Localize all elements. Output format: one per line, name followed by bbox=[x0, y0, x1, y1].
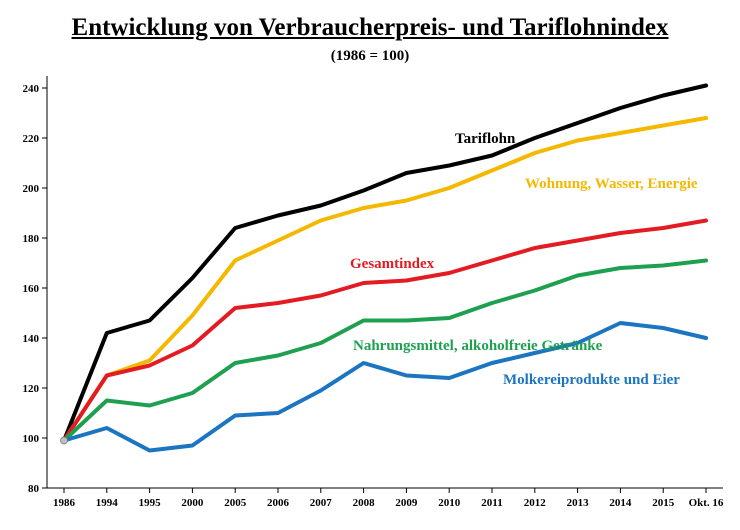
y-tick-label: 80 bbox=[28, 483, 40, 495]
x-tick-label: 2008 bbox=[353, 497, 376, 509]
y-tick-label: 240 bbox=[23, 83, 40, 95]
y-tick-label: 200 bbox=[23, 183, 40, 195]
x-tick-label: 2005 bbox=[224, 497, 247, 509]
x-tick-label: 1994 bbox=[96, 497, 119, 509]
series-label-4: Molkereiprodukte und Eier bbox=[503, 372, 680, 388]
x-tick-label: 2015 bbox=[652, 497, 675, 509]
y-tick-label: 160 bbox=[23, 283, 40, 295]
series-label-2: Gesamtindex bbox=[350, 256, 435, 272]
x-tick-label: 2010 bbox=[438, 497, 461, 509]
x-tick-label: Okt. 16 bbox=[689, 497, 724, 509]
x-tick-label: 1986 bbox=[53, 497, 76, 509]
x-tick-label: 2012 bbox=[524, 497, 547, 509]
y-tick-label: 100 bbox=[23, 433, 40, 445]
x-tick-label: 2009 bbox=[395, 497, 418, 509]
x-tick-label: 1995 bbox=[139, 497, 162, 509]
series-label-3: Nahrungsmittel, alkoholfreie Getränke bbox=[353, 338, 603, 354]
series-line-4 bbox=[62, 321, 708, 453]
x-tick-label: 2007 bbox=[310, 497, 333, 509]
y-tick-label: 120 bbox=[23, 383, 40, 395]
series-line-3 bbox=[62, 258, 708, 443]
y-tick-label: 220 bbox=[23, 133, 40, 145]
chart-title: Entwicklung von Verbraucherpreis- und Ta… bbox=[71, 14, 669, 41]
y-tick-label: 180 bbox=[23, 233, 40, 245]
x-tick-label: 2013 bbox=[567, 497, 590, 509]
chart-subtitle: (1986 = 100) bbox=[330, 48, 410, 64]
series-line-0 bbox=[62, 83, 708, 443]
x-tick-label: 2014 bbox=[609, 497, 632, 509]
series-label-1: Wohnung, Wasser, Energie bbox=[525, 176, 698, 192]
start-point-marker bbox=[60, 436, 68, 445]
y-tick-label: 140 bbox=[23, 333, 40, 345]
series-line-1 bbox=[62, 116, 708, 443]
series-label-0: Tariflohn bbox=[455, 131, 516, 147]
series-line-2 bbox=[62, 218, 708, 443]
x-tick-label: 2011 bbox=[481, 497, 502, 509]
x-tick-label: 2000 bbox=[181, 497, 204, 509]
x-tick-label: 2006 bbox=[267, 497, 290, 509]
